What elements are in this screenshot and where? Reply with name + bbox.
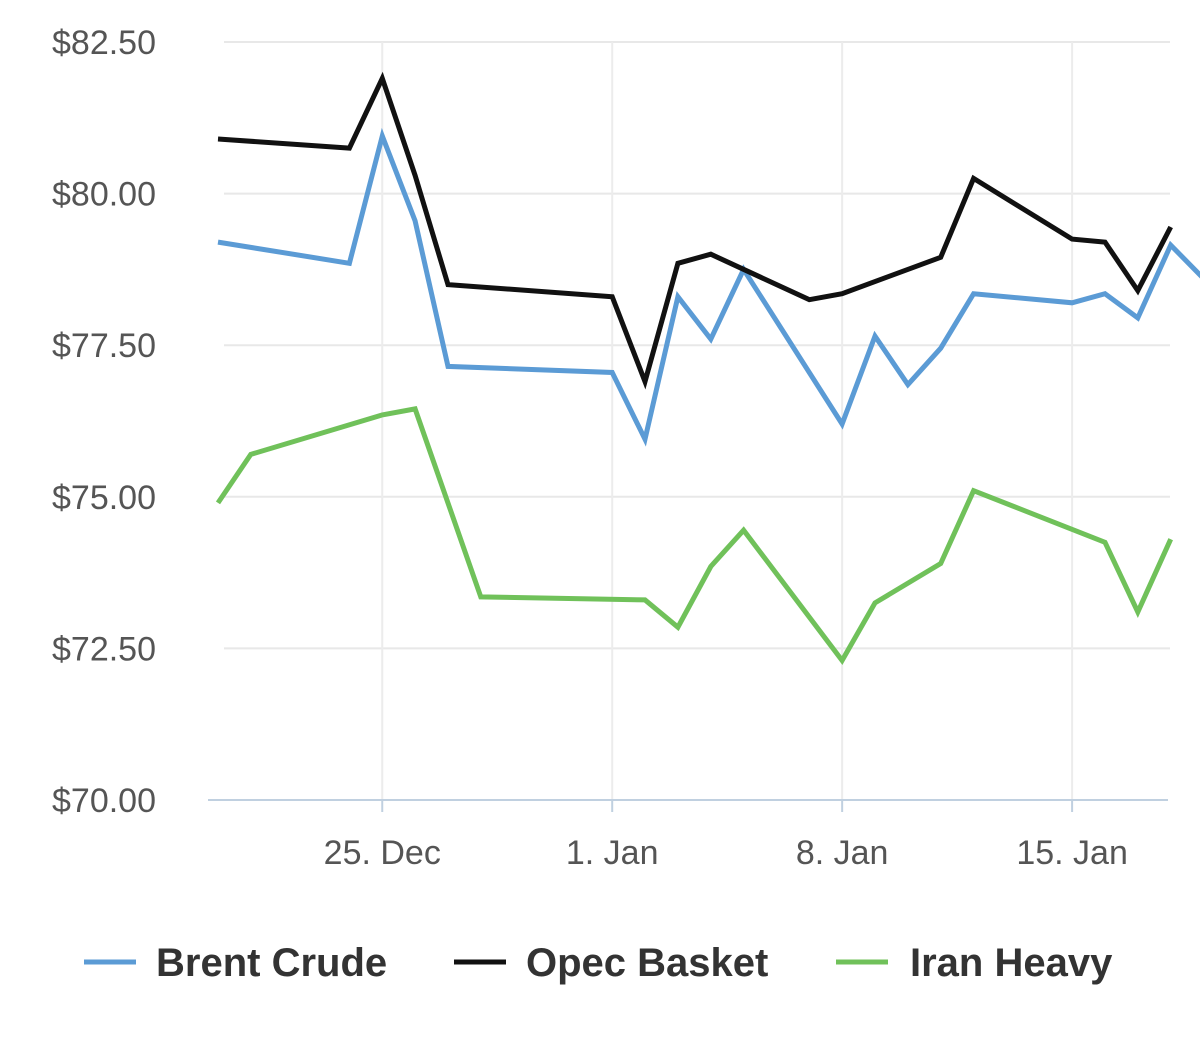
legend-item[interactable]: Opec Basket bbox=[454, 941, 768, 985]
x-tick-label: 1. Jan bbox=[566, 834, 659, 872]
x-tick-label: 15. Jan bbox=[1016, 834, 1128, 872]
series-line bbox=[215, 406, 1173, 666]
x-tick-label: 25. Dec bbox=[324, 834, 441, 872]
y-tick-label: $75.00 bbox=[52, 479, 156, 517]
legend: Brent Crude Opec Basket Iran Heavy bbox=[84, 941, 1113, 985]
y-tick-label: $80.00 bbox=[52, 176, 156, 214]
series-brent-crude bbox=[217, 127, 1200, 447]
series-iran-heavy bbox=[215, 406, 1173, 666]
series-line bbox=[217, 71, 1173, 390]
y-tick-label: $70.00 bbox=[52, 782, 156, 820]
legend-item[interactable]: Brent Crude bbox=[84, 941, 387, 985]
series-opec-basket bbox=[217, 71, 1173, 390]
y-tick-label: $72.50 bbox=[52, 630, 156, 668]
grid bbox=[224, 41, 1170, 800]
x-tick-label: 8. Jan bbox=[796, 834, 889, 872]
y-tick-label: $82.50 bbox=[52, 24, 156, 62]
series-line bbox=[217, 127, 1200, 447]
legend-item[interactable]: Iran Heavy bbox=[836, 941, 1113, 985]
legend-label: Opec Basket bbox=[526, 941, 768, 985]
axes: $70.00 $72.50 $75.00 $77.50 $80.00 $82.50 25. … bbox=[52, 24, 1168, 872]
y-tick-label: $77.50 bbox=[52, 327, 156, 365]
series-lines bbox=[215, 71, 1200, 666]
legend-label: Brent Crude bbox=[156, 941, 387, 985]
legend-label: Iran Heavy bbox=[910, 941, 1113, 985]
